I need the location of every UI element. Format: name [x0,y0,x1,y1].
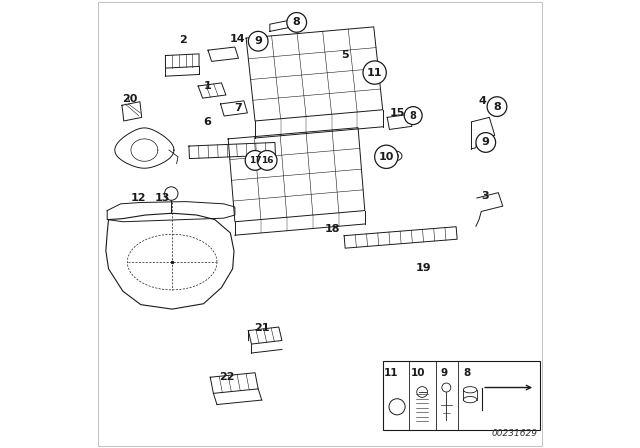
Text: 4: 4 [478,96,486,106]
Text: 10: 10 [379,152,394,162]
Circle shape [363,61,387,84]
Text: 19: 19 [415,263,431,273]
Circle shape [287,13,307,32]
Text: 00231629: 00231629 [492,429,538,438]
Circle shape [245,151,265,170]
Text: 9: 9 [441,368,448,378]
Circle shape [404,107,422,125]
Circle shape [487,97,507,116]
Text: 13: 13 [155,193,170,203]
Text: 8: 8 [410,111,417,121]
Text: 1: 1 [204,81,211,91]
Text: 17: 17 [249,156,261,165]
Text: 21: 21 [254,323,269,333]
Text: 5: 5 [341,50,348,60]
Text: 20: 20 [122,95,138,104]
Circle shape [164,187,178,200]
Text: 8: 8 [493,102,501,112]
Text: 3: 3 [481,191,489,201]
Text: 11: 11 [383,368,398,378]
Text: 16: 16 [261,156,273,165]
Text: 15: 15 [389,108,404,118]
Text: 18: 18 [324,224,340,234]
Text: 11: 11 [367,68,383,78]
Circle shape [476,133,495,152]
Text: 9: 9 [254,36,262,46]
Circle shape [248,31,268,51]
Circle shape [389,399,405,415]
Circle shape [257,151,277,170]
Text: 14: 14 [229,34,245,44]
Text: 22: 22 [219,372,235,382]
Text: 9: 9 [482,138,490,147]
Text: 8: 8 [463,368,470,378]
Text: 6: 6 [203,117,211,127]
Bar [383,361,540,430]
Text: 12: 12 [131,193,147,203]
Circle shape [374,145,398,168]
Text: 7: 7 [235,103,243,113]
Text: 8: 8 [293,17,301,27]
Text: 2: 2 [179,35,188,45]
Text: 10: 10 [410,368,425,378]
